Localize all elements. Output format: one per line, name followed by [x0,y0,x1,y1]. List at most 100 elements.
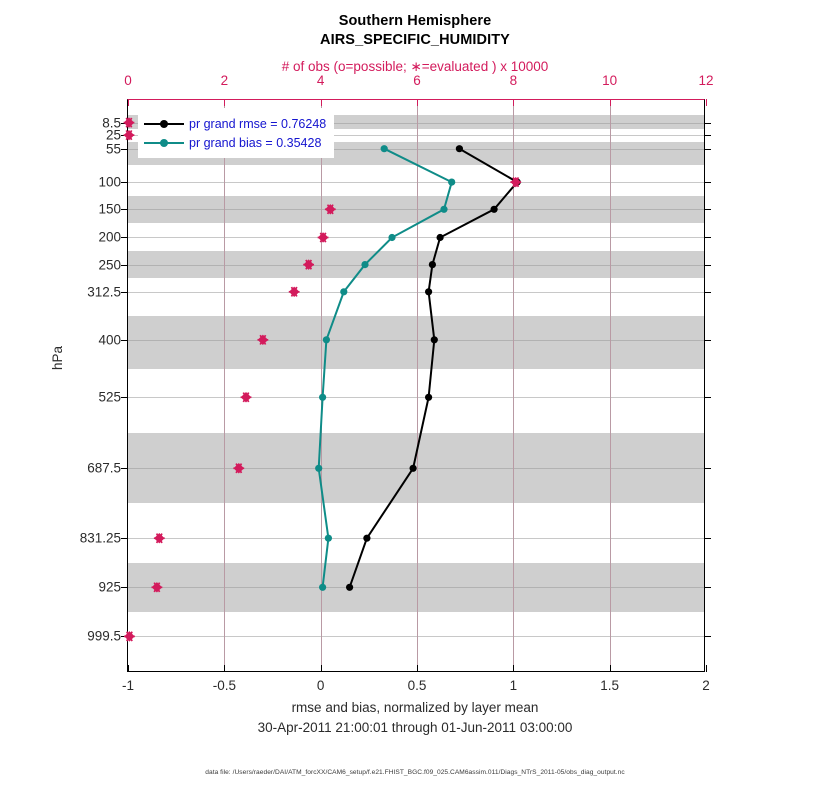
x-tick [320,665,322,672]
y-tick-right [704,237,711,239]
top-x-tick [320,99,322,106]
top-axis-title: # of obs (o=possible; ∗=evaluated ) x 10… [281,59,549,74]
series-marker [319,583,327,591]
legend-item-rmse: pr grand rmse = 0.76248 [144,114,326,133]
top-x-tick-label: 4 [316,73,325,88]
top-x-tick [417,99,418,106]
y-tick-left [121,237,128,239]
horizontal-gridline [128,209,704,211]
y-tick-left [121,538,128,540]
obs-marker [303,259,315,270]
top-x-tick [513,99,515,106]
y-tick-left [121,209,128,211]
x-tick [609,665,611,672]
vertical-gridline [513,100,515,671]
top-x-tick [128,99,129,106]
title-line-2: AIRS_SPECIFIC_HUMIDITY [320,32,510,48]
obs-marker [240,392,252,403]
horizontal-gridline [128,339,704,341]
y-tick-label: 100 [98,174,121,190]
series-marker [428,261,436,269]
x-tick [128,665,129,672]
y-tick-right [704,122,711,124]
top-x-tick-label: 6 [413,73,421,88]
y-tick-label: 8.5 [102,115,121,131]
legend-label-bias: pr grand bias = 0.35428 [189,135,322,150]
horizontal-gridline [128,122,704,124]
series-marker [430,336,438,344]
obs-marker [317,232,329,243]
horizontal-gridline [128,264,704,266]
horizontal-gridline [128,636,704,638]
y-tick-label: 25 [105,127,121,143]
obs-marker [151,582,163,593]
horizontal-gridline [128,182,704,184]
series-marker [425,288,433,296]
series-marker [425,393,433,401]
series-marker [388,233,396,242]
title-line-1: Southern Hemisphere [338,13,492,29]
series-marker [436,233,444,242]
x-tick-label: -1 [121,678,135,693]
pressure-band [128,315,704,369]
y-tick-right [704,339,711,341]
y-tick-right [704,148,711,150]
x-tick-label: -0.5 [212,678,236,693]
top-x-tick-label: 12 [698,73,714,88]
obs-marker [324,204,336,215]
y-tick-label: 150 [98,201,121,217]
obs-marker [123,129,135,141]
x-tick [706,665,707,672]
data-file-footer: data file: /Users/raeder/DAI/ATM_forcXX/… [205,769,625,776]
horizontal-gridline [128,148,704,150]
y-tick-left [121,264,128,266]
series-marker [319,393,327,401]
obs-marker [257,334,269,346]
y-axis-title: hPa [50,345,65,370]
y-tick-left [121,587,128,589]
y-tick-left [121,182,128,184]
series-marker [361,261,369,269]
series-marker [322,336,330,344]
series-marker [340,288,348,296]
legend-swatch-rmse [144,118,184,130]
series-marker [440,205,448,213]
y-tick-label: 687.5 [87,460,121,476]
x-tick-label: 0.5 [407,678,427,693]
y-tick-left [121,148,128,150]
y-tick-right [704,538,711,540]
y-tick-label: 312.5 [87,284,121,300]
top-x-tick-label: 0 [124,73,132,88]
series-marker [455,145,463,153]
series-marker [380,145,388,153]
legend-swatch-bias [144,137,184,149]
y-tick-right [704,587,711,589]
obs-marker [153,533,165,544]
series-marker [448,178,456,186]
x-axis-caption: rmse and bias, normalized by layer mean [291,700,539,715]
horizontal-gridline [128,587,704,589]
x-tick-label: 1.5 [600,678,620,693]
y-tick-label: 999.5 [87,628,121,644]
x-tick-label: 0 [316,678,325,693]
y-tick-right [704,291,711,293]
y-tick-label: 400 [98,332,121,348]
top-x-tick-label: 10 [602,73,618,88]
top-x-tick [224,99,226,106]
obs-marker [124,631,135,642]
horizontal-gridline [128,538,704,540]
vertical-gridline [417,100,418,671]
y-tick-label: 925 [98,579,121,595]
horizontal-gridline [128,135,704,137]
pressure-bands [128,100,704,671]
vertical-gridline [609,100,611,671]
y-tick-right [704,135,711,137]
obs-marker [288,286,300,297]
y-tick-left [121,339,128,341]
legend-item-bias: pr grand bias = 0.35428 [144,133,326,152]
vertical-gridline [224,100,226,671]
y-tick-label: 55 [105,141,121,157]
top-x-tick [609,99,611,106]
x-tick-label: 1 [509,678,518,693]
